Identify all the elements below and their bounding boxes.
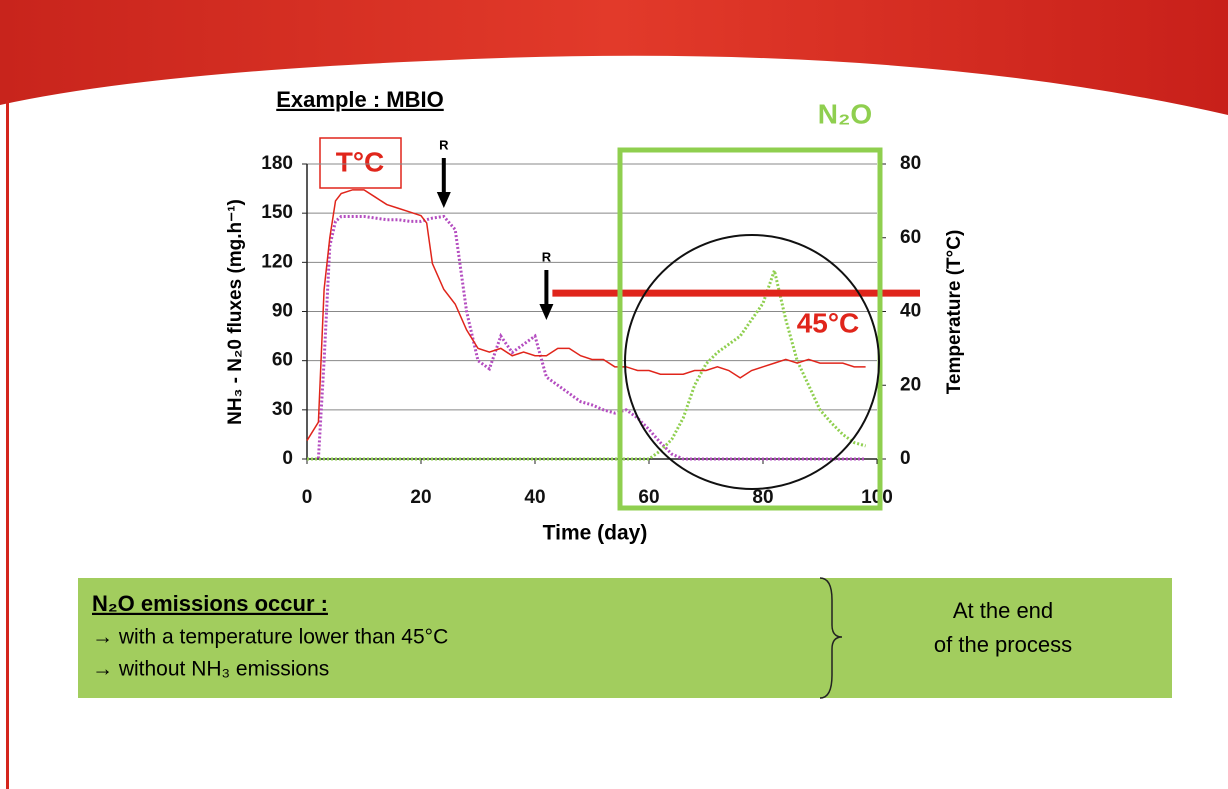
y2-tick-label: 40: [900, 301, 921, 322]
turning-label: R: [439, 137, 449, 152]
summary-box: [78, 578, 1172, 698]
turning-arrowhead: [539, 304, 554, 320]
series-line: [307, 265, 867, 461]
y-tick-label: 90: [272, 301, 293, 322]
x-tick-label: 100: [861, 487, 893, 508]
y-tick-label: 150: [261, 202, 293, 223]
left-border: [6, 100, 9, 789]
y-tick-label: 120: [261, 251, 293, 272]
summary-line: → with a temperature lower than 45°C: [92, 626, 448, 649]
y-axis-label: NH₃ - N₂0 fluxes (mg.h⁻¹): [225, 199, 246, 425]
x-tick-label: 40: [524, 487, 545, 508]
temp-tag: T°C: [336, 146, 385, 177]
y-tick-label: 30: [272, 399, 293, 420]
x-tick-label: 60: [638, 487, 659, 508]
threshold-label: 45°C: [797, 307, 860, 338]
n2o-tag: N₂O: [818, 98, 872, 129]
n2o-box: [617, 147, 883, 511]
y2-tick-label: 80: [900, 153, 921, 174]
conclusion: At the end: [953, 598, 1053, 623]
x-tick-label: 20: [410, 487, 431, 508]
y-tick-label: 180: [261, 153, 293, 174]
y2-tick-label: 0: [900, 448, 911, 469]
y-tick-label: 0: [282, 448, 293, 469]
y2-tick-label: 20: [900, 374, 921, 395]
plot: 0 30 60 90 120 150 180 0 20 40 60 80 0 20 40 60 80 100 R R 4…: [261, 137, 921, 508]
y2-tick-label: 60: [900, 227, 921, 248]
brace: [819, 577, 843, 699]
summary-line: → without NH₃ emissions: [92, 658, 329, 681]
x-axis-label: Time (day): [543, 522, 648, 545]
series-line: [306, 189, 866, 441]
y-tick-label: 60: [272, 350, 293, 371]
header-band: [0, 0, 1228, 115]
chart-title: Example : MBIO: [276, 87, 443, 112]
series-line: [307, 214, 866, 461]
turning-arrowhead: [436, 192, 451, 208]
turning-label: R: [542, 249, 552, 264]
conclusion: of the process: [934, 632, 1072, 657]
x-tick-label: 80: [752, 487, 773, 508]
focus-circle: [624, 234, 880, 490]
x-tick-label: 0: [302, 487, 313, 508]
y2-axis-label: Temperature (T°C): [944, 230, 965, 395]
summary-heading: N₂O emissions occur :: [92, 591, 328, 616]
temp-tag-box: [319, 137, 402, 189]
